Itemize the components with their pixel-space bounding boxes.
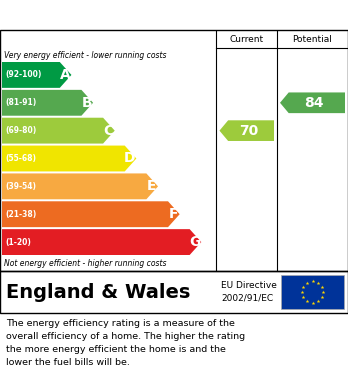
Text: Very energy efficient - lower running costs: Very energy efficient - lower running co… — [4, 51, 166, 60]
Text: (39-54): (39-54) — [5, 182, 36, 191]
Text: (55-68): (55-68) — [5, 154, 36, 163]
Polygon shape — [220, 120, 274, 141]
Text: 70: 70 — [239, 124, 258, 138]
Text: (81-91): (81-91) — [5, 98, 36, 107]
Polygon shape — [280, 92, 345, 113]
Text: EU Directive
2002/91/EC: EU Directive 2002/91/EC — [221, 281, 277, 303]
Polygon shape — [2, 145, 136, 171]
Bar — [281, 275, 344, 309]
Text: (21-38): (21-38) — [5, 210, 36, 219]
Polygon shape — [2, 62, 71, 88]
Text: Energy Efficiency Rating: Energy Efficiency Rating — [8, 7, 218, 23]
Polygon shape — [2, 118, 115, 143]
Text: E: E — [147, 179, 156, 194]
Text: C: C — [103, 124, 113, 138]
Text: Current: Current — [230, 34, 264, 43]
Polygon shape — [2, 174, 158, 199]
Text: F: F — [168, 207, 178, 221]
Polygon shape — [2, 90, 93, 116]
Text: D: D — [124, 151, 136, 165]
Text: A: A — [60, 68, 70, 82]
Text: The energy efficiency rating is a measure of the
overall efficiency of a home. T: The energy efficiency rating is a measur… — [6, 319, 245, 366]
Text: 84: 84 — [304, 96, 324, 110]
Polygon shape — [2, 201, 180, 227]
Text: G: G — [189, 235, 200, 249]
Text: (1-20): (1-20) — [5, 238, 31, 247]
Text: England & Wales: England & Wales — [6, 283, 190, 301]
Polygon shape — [2, 229, 201, 255]
Text: (69-80): (69-80) — [5, 126, 36, 135]
Text: B: B — [81, 96, 92, 110]
Text: (92-100): (92-100) — [5, 70, 41, 79]
Text: Not energy efficient - higher running costs: Not energy efficient - higher running co… — [4, 259, 166, 268]
Text: Potential: Potential — [293, 34, 332, 43]
